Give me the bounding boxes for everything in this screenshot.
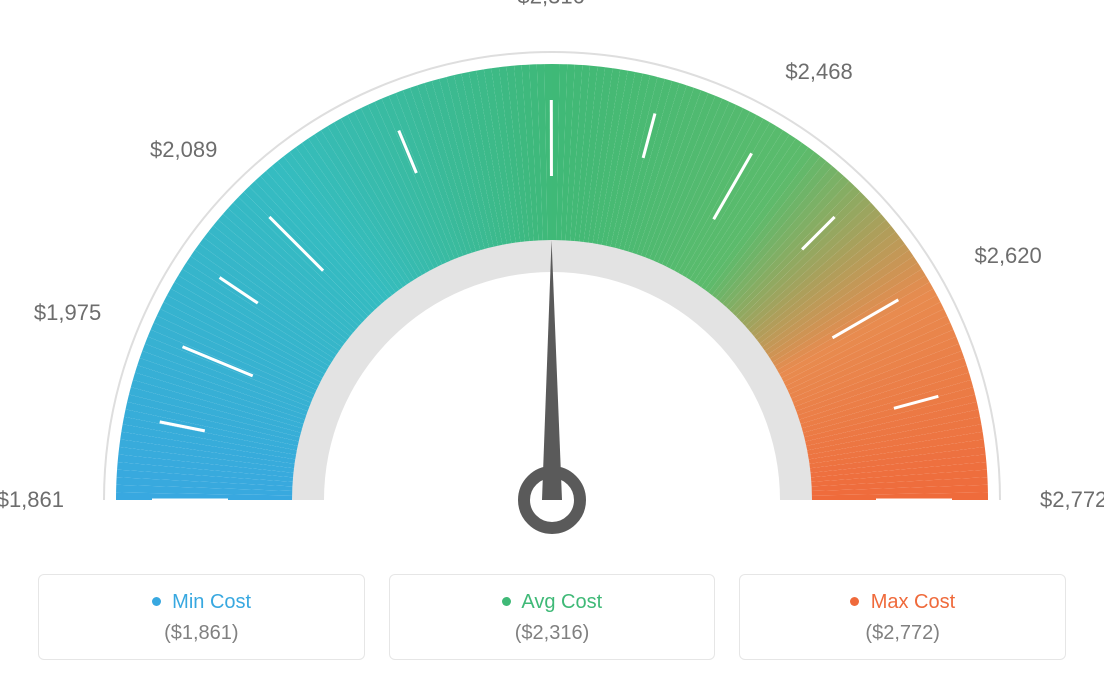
max-cost-value: ($2,772) <box>750 622 1055 645</box>
gauge-tick-label: $1,861 <box>0 487 64 513</box>
gauge-tick-label: $2,772 <box>1040 487 1104 513</box>
min-cost-title-text: Min Cost <box>172 591 251 613</box>
gauge-tick-label: $2,468 <box>785 59 852 85</box>
avg-dot-icon <box>502 597 511 606</box>
gauge-tick-label: $1,975 <box>34 300 101 326</box>
min-cost-value: ($1,861) <box>49 622 354 645</box>
gauge-svg <box>0 40 1104 560</box>
max-cost-card: Max Cost ($2,772) <box>739 574 1066 660</box>
min-dot-icon <box>152 597 161 606</box>
min-cost-card: Min Cost ($1,861) <box>38 574 365 660</box>
avg-cost-card: Avg Cost ($2,316) <box>389 574 716 660</box>
min-cost-title: Min Cost <box>49 591 354 614</box>
gauge-area: $1,861 $1,975 $2,089 $2,316 $2,468 $2,620 $2,7… <box>0 0 1104 560</box>
max-cost-title-text: Max Cost <box>871 591 955 613</box>
gauge-tick-label: $2,620 <box>974 243 1041 269</box>
avg-cost-value: ($2,316) <box>400 622 705 645</box>
summary-cards: Min Cost ($1,861) Avg Cost ($2,316) Max … <box>38 574 1066 660</box>
gauge-tick-label: $2,089 <box>150 136 217 162</box>
gauge-chart-container: $1,861 $1,975 $2,089 $2,316 $2,468 $2,620 $2,7… <box>0 0 1104 690</box>
avg-cost-title: Avg Cost <box>400 591 705 614</box>
max-cost-title: Max Cost <box>750 591 1055 614</box>
gauge-tick-label: $2,316 <box>518 0 585 9</box>
max-dot-icon <box>850 597 859 606</box>
avg-cost-title-text: Avg Cost <box>521 591 602 613</box>
